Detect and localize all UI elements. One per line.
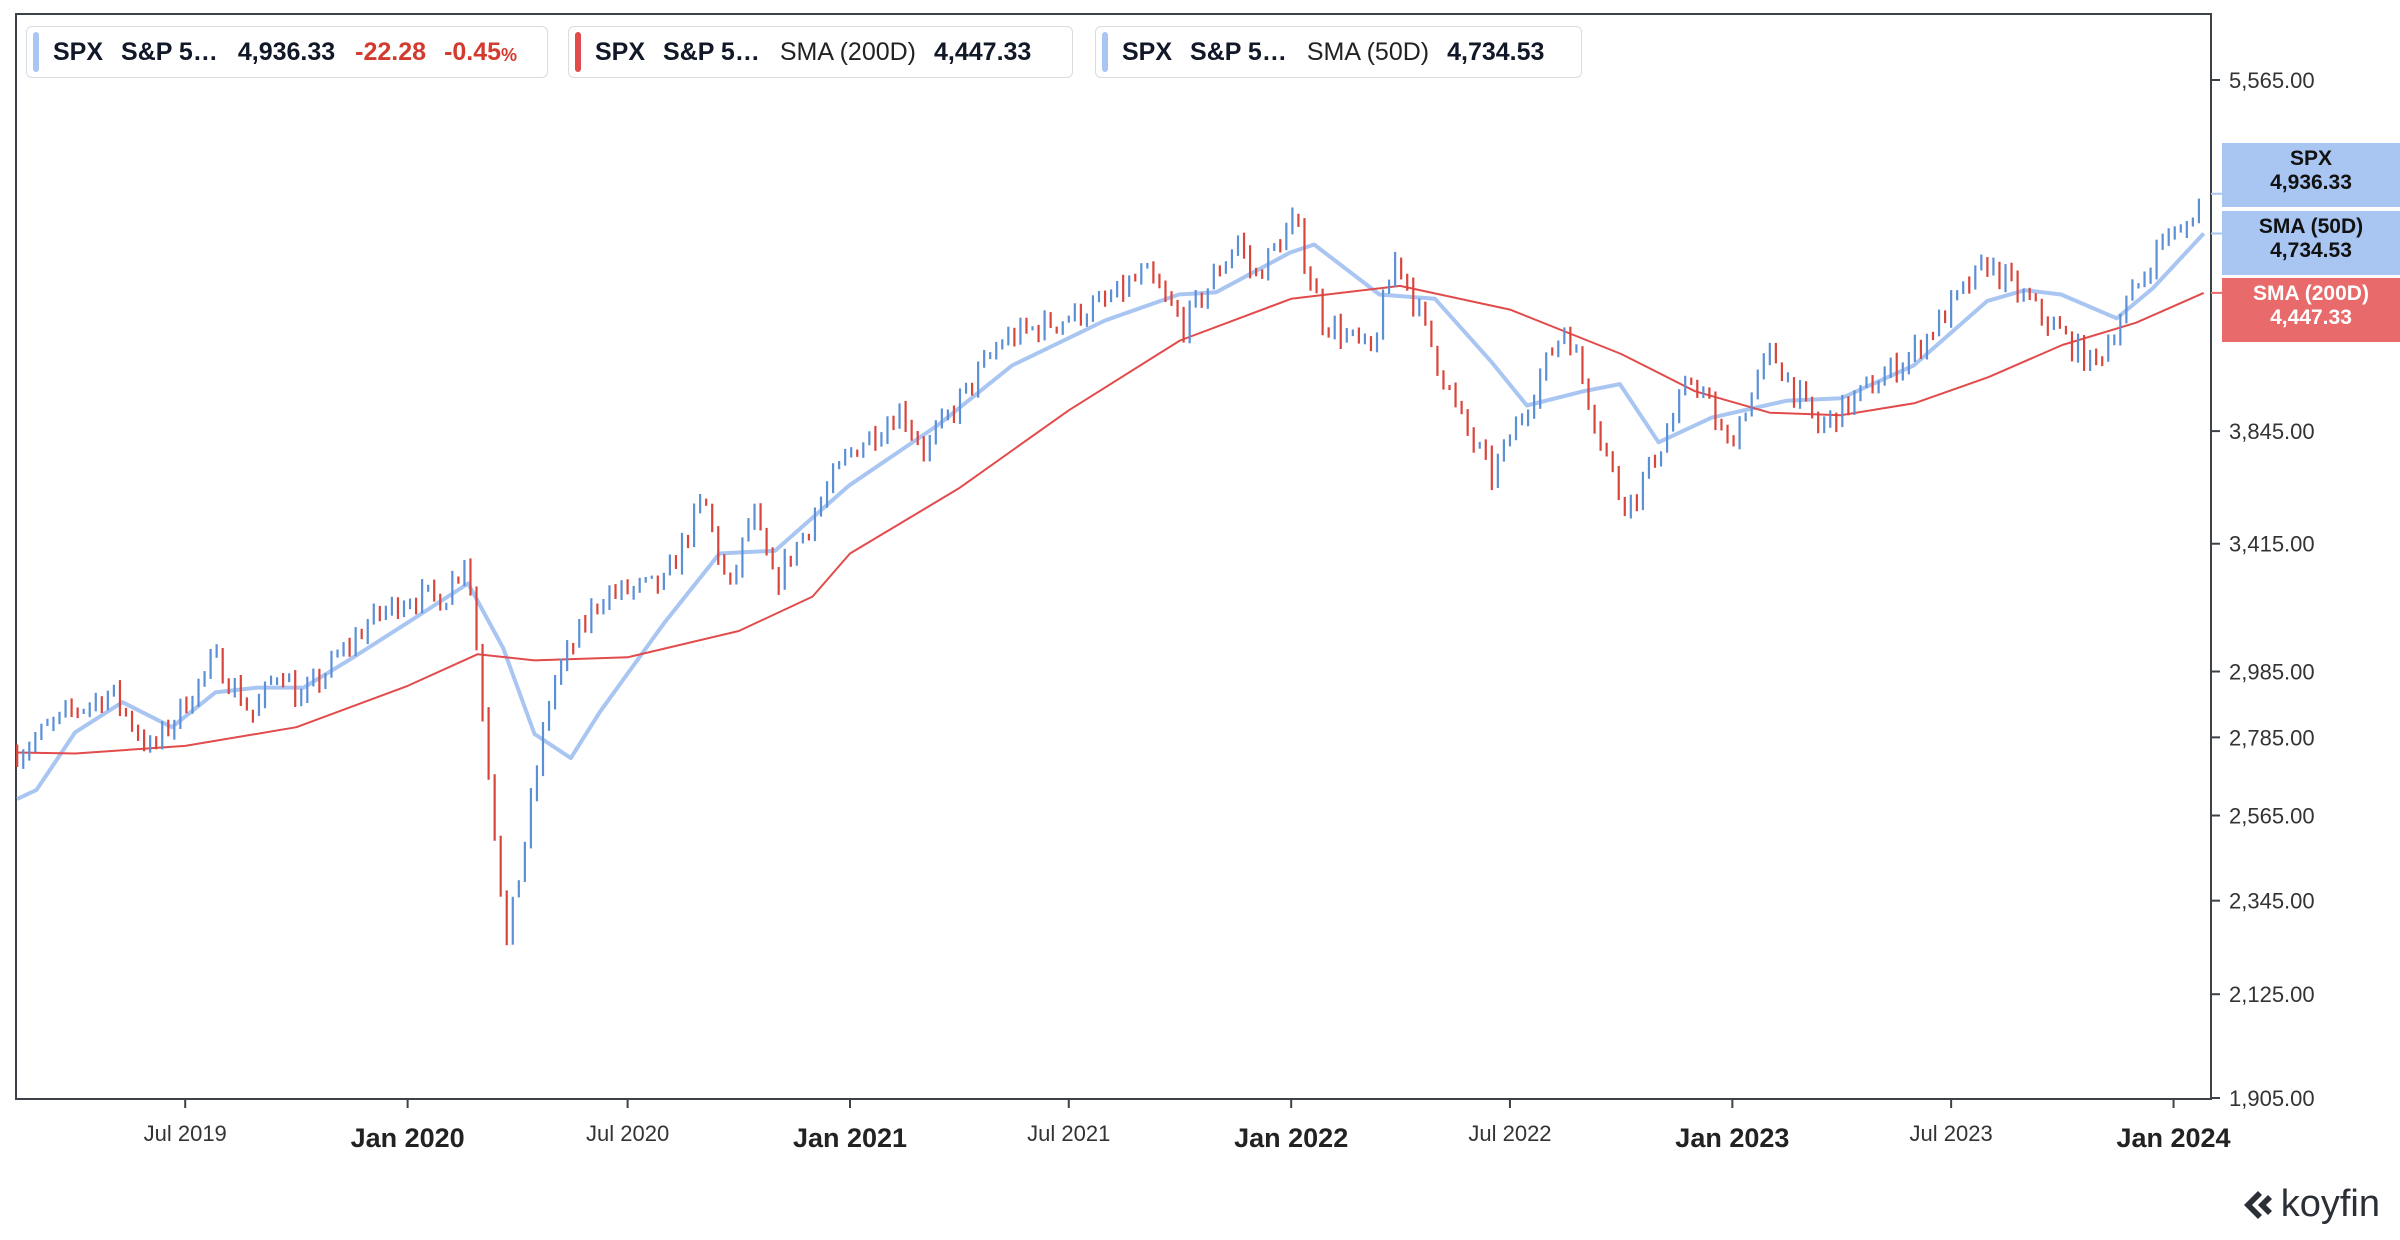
x-tick-label: Jul 2020 xyxy=(586,1121,669,1146)
spx-candles xyxy=(16,198,2201,946)
legend-indicator: SMA (200D) xyxy=(779,37,917,66)
legend-swatch xyxy=(33,32,39,72)
legend-pct-sign: % xyxy=(501,44,518,65)
x-tick-label: Jan 2021 xyxy=(793,1123,907,1153)
y-tick-label: 2,985.00 xyxy=(2229,660,2315,685)
legend-value: 4,447.33 xyxy=(934,37,1032,66)
x-tick-label: Jan 2022 xyxy=(1234,1123,1348,1153)
x-tick-label: Jan 2024 xyxy=(2116,1123,2230,1153)
legend-symbol: SPX xyxy=(595,37,646,66)
koyfin-logo[interactable]: koyfin xyxy=(2241,1183,2380,1226)
x-tick-label: Jan 2023 xyxy=(1675,1123,1789,1153)
price-tag-spx: SPX 4,936.33 xyxy=(2222,143,2400,207)
legend-name: S&P 5… xyxy=(121,37,218,66)
price-tag-value: 4,734.53 xyxy=(2270,239,2352,262)
legend-spx[interactable]: SPX S&P 5… 4,936.33 -22.28 -0.45 % xyxy=(26,26,548,78)
legend-change-pct: -0.45 xyxy=(444,37,502,66)
price-tag-title: SPX xyxy=(2289,147,2333,170)
legend-swatch xyxy=(575,32,581,72)
y-tick-label: 3,415.00 xyxy=(2229,532,2315,557)
y-tick-label: 1,905.00 xyxy=(2229,1086,2315,1111)
x-tick-label: Jul 2021 xyxy=(1027,1121,1110,1146)
legend-symbol: SPX xyxy=(1122,37,1173,66)
y-axis: 5,565.00 3,845.00 3,415.00 2,985.00 2,785.00… xyxy=(2211,68,2315,1111)
x-tick-label: Jan 2020 xyxy=(351,1123,465,1153)
legend-indicator: SMA (50D) xyxy=(1306,37,1430,66)
legend-sma50[interactable]: SPX S&P 5… SMA (50D) 4,734.53 xyxy=(1095,26,1582,78)
price-tag-sma50: SMA (50D) 4,734.53 xyxy=(2222,211,2400,275)
legend-name: S&P 5… xyxy=(663,37,760,66)
brand-name: koyfin xyxy=(2280,1183,2380,1225)
price-tag-sma200: SMA (200D) 4,447.33 xyxy=(2222,278,2400,342)
y-tick-label: 2,785.00 xyxy=(2229,725,2315,750)
series-line-sma200 xyxy=(17,284,2205,755)
price-tag-value: 4,936.33 xyxy=(2270,171,2352,194)
legend-change: -22.28 xyxy=(355,37,427,66)
legend-sma200[interactable]: SPX S&P 5… SMA (200D) 4,447.33 xyxy=(568,26,1073,78)
series-layer xyxy=(16,174,2233,946)
x-tick-label: Jul 2019 xyxy=(144,1121,227,1146)
price-tag-title: SMA (200D) xyxy=(2253,282,2369,305)
price-tag-title: SMA (50D) xyxy=(2258,215,2364,238)
koyfin-mark-icon xyxy=(2243,1190,2272,1219)
plot-frame xyxy=(15,13,2212,1100)
x-tick-label: Jul 2023 xyxy=(1910,1121,1993,1146)
x-tick-label: Jul 2022 xyxy=(1468,1121,1551,1146)
legend-name: S&P 5… xyxy=(1190,37,1287,66)
legend-value: 4,734.53 xyxy=(1447,37,1545,66)
price-tag-value: 4,447.33 xyxy=(2270,306,2352,329)
y-tick-label: 2,125.00 xyxy=(2229,982,2315,1007)
legend-value: 4,936.33 xyxy=(237,37,336,66)
legend-swatch xyxy=(1102,32,1108,72)
y-tick-label: 3,845.00 xyxy=(2229,419,2315,444)
y-tick-label: 2,565.00 xyxy=(2229,804,2315,829)
legend-symbol: SPX xyxy=(53,37,104,66)
y-tick-label: 2,345.00 xyxy=(2229,889,2315,914)
series-line-sma50 xyxy=(16,232,2206,801)
x-axis: Jul 2019 Jan 2020 Jul 2020 Jan 2021 Jul 2021… xyxy=(144,1099,2231,1153)
y-tick-label: 5,565.00 xyxy=(2229,68,2315,93)
